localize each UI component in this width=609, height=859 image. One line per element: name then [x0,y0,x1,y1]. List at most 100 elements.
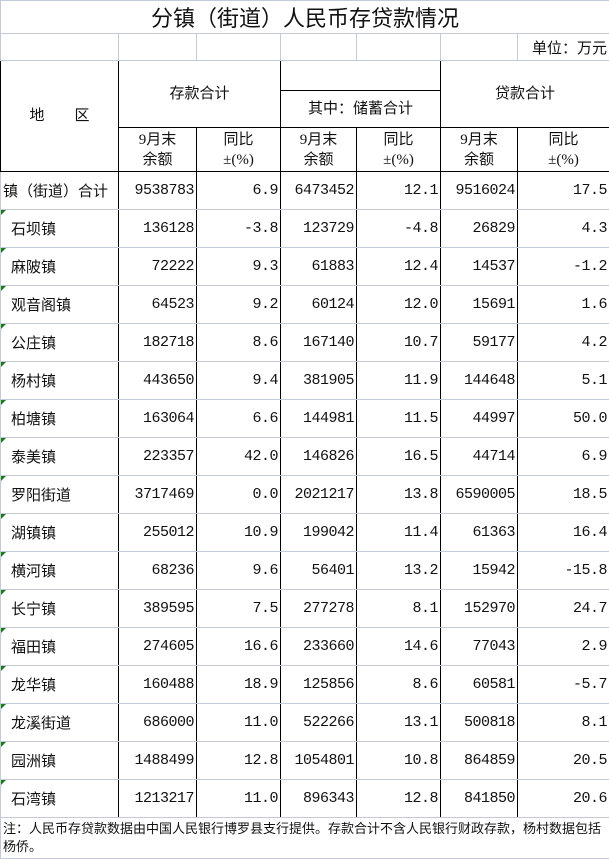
header-line: 9月末 [460,132,498,148]
header-savings-yoy: 同比±(%) [357,128,441,172]
region-name: 观音阁镇 [1,286,119,324]
cell-sav: 61883 [281,248,357,286]
cell-dep-yoy: -3.8 [197,210,281,248]
text-number-marker-icon [1,476,6,481]
cell-sav: 125856 [281,666,357,704]
cell-loan: 144648 [441,362,518,400]
text-number-marker-icon [1,324,6,329]
cell-dep-yoy: 9.2 [197,286,281,324]
cell-dep: 68236 [119,552,197,590]
cell-sav-yoy: 14.6 [357,628,441,666]
blank-cell [357,34,441,61]
cell-sav: 2021217 [281,476,357,514]
header-savings-total: 其中：储蓄合计 [281,91,441,128]
cell-sav-yoy: -4.8 [357,210,441,248]
cell-dep-yoy: 16.6 [197,628,281,666]
header-loan-total: 贷款合计 [441,61,609,128]
text-number-marker-icon [1,780,6,785]
cell-sav-yoy: 16.5 [357,438,441,476]
region-name: 龙华镇 [1,666,119,704]
page-title: 分镇（街道）人民币存贷款情况 [1,1,609,34]
cell-loan-yoy: -15.8 [518,552,609,590]
cell-loan: 61363 [441,514,518,552]
text-number-marker-icon [1,362,6,367]
cell-dep-yoy: 11.0 [197,780,281,818]
cell-loan: 77043 [441,628,518,666]
region-name: 园洲镇 [1,742,119,780]
region-label: 镇（街道）合计 [3,184,108,200]
cell-dep-yoy: 11.0 [197,704,281,742]
cell-loan-yoy: -1.2 [518,248,609,286]
blank-cell [281,34,357,61]
region-name: 柏塘镇 [1,400,119,438]
cell-loan: 15942 [441,552,518,590]
blank-cell [1,34,119,61]
region-label: 福田镇 [11,640,56,656]
cell-dep-yoy: 6.6 [197,400,281,438]
cell-loan: 59177 [441,324,518,362]
footnote: 注：人民币存贷款数据由中国人民银行博罗县支行提供。存款合计不含人民银行财政存款，… [1,818,609,859]
cell-sav: 1054801 [281,742,357,780]
cell-sav: 60124 [281,286,357,324]
text-number-marker-icon [1,628,6,633]
cell-loan: 6590005 [441,476,518,514]
region-name: 石坝镇 [1,210,119,248]
header-line: 同比 [223,132,253,148]
cell-sav: 167140 [281,324,357,362]
cell-sav: 6473452 [281,172,357,210]
region-name: 镇（街道）合计 [1,172,119,210]
cell-dep: 64523 [119,286,197,324]
cell-sav-yoy: 13.8 [357,476,441,514]
cell-dep-yoy: 12.8 [197,742,281,780]
text-number-marker-icon [1,742,6,747]
header-line: 余额 [303,152,333,168]
cell-loan-yoy: 4.3 [518,210,609,248]
cell-loan-yoy: 20.5 [518,742,609,780]
cell-sav-yoy: 10.7 [357,324,441,362]
header-line: 同比 [383,132,413,148]
cell-loan: 14537 [441,248,518,286]
region-name: 公庄镇 [1,324,119,362]
cell-loan-yoy: 6.9 [518,438,609,476]
cell-loan-yoy: 50.0 [518,400,609,438]
region-name: 龙溪街道 [1,704,119,742]
header-savings-balance: 9月末余额 [281,128,357,172]
cell-sav: 381905 [281,362,357,400]
cell-sav-yoy: 13.1 [357,704,441,742]
cell-loan-yoy: 20.6 [518,780,609,818]
cell-sav: 146826 [281,438,357,476]
region-label: 龙华镇 [11,678,56,694]
cell-sav: 56401 [281,552,357,590]
cell-sav: 233660 [281,628,357,666]
text-number-marker-icon [1,704,6,709]
cell-sav-yoy: 11.4 [357,514,441,552]
header-line: 同比 [549,132,579,148]
cell-sav-yoy: 12.1 [357,172,441,210]
region-label: 柏塘镇 [11,412,56,428]
cell-sav-yoy: 11.5 [357,400,441,438]
region-label: 横河镇 [11,564,56,580]
region-label: 园洲镇 [11,754,56,770]
cell-dep: 3717469 [119,476,197,514]
cell-sav-yoy: 12.4 [357,248,441,286]
cell-loan-yoy: 17.5 [518,172,609,210]
region-name: 福田镇 [1,628,119,666]
header-loan-yoy: 同比±(%) [518,128,609,172]
cell-dep-yoy: 7.5 [197,590,281,628]
cell-sav: 123729 [281,210,357,248]
header-blank [281,61,441,91]
cell-sav-yoy: 13.2 [357,552,441,590]
cell-loan: 15691 [441,286,518,324]
cell-sav: 277278 [281,590,357,628]
cell-dep: 443650 [119,362,197,400]
region-label: 观音阁镇 [11,298,71,314]
cell-dep-yoy: 10.9 [197,514,281,552]
cell-loan-yoy: 2.9 [518,628,609,666]
